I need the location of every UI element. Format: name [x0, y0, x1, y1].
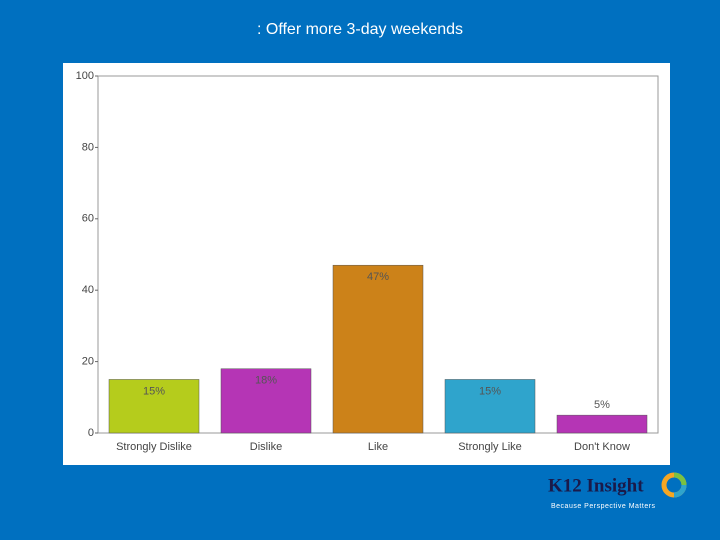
y-tick-label: 20: [82, 356, 94, 368]
bar: [220, 368, 312, 434]
x-tick-label: Like: [368, 441, 388, 453]
y-tick-label: 40: [82, 284, 94, 296]
x-tick-label: Don't Know: [574, 441, 630, 453]
logo-icon-part: [673, 472, 687, 486]
value-label: 15%: [479, 385, 501, 397]
logo-name: K12 Insight: [548, 475, 644, 496]
bar: [332, 264, 424, 434]
logo: K12 Insight Because Perspective Matters: [548, 472, 687, 510]
y-tick-label: 100: [76, 70, 94, 82]
y-tick-label: 0: [88, 427, 94, 439]
value-label: 5%: [594, 399, 610, 411]
y-tick-label: 60: [82, 213, 94, 225]
x-tick-label: Strongly Like: [458, 441, 522, 453]
y-tick-label: 80: [82, 141, 94, 153]
bar: [444, 379, 536, 434]
chart-title: : Offer more 3-day weekends: [257, 21, 463, 38]
logo-icon-part: [673, 484, 687, 498]
value-label: 18%: [255, 375, 277, 387]
x-tick-label: Strongly Dislike: [116, 441, 192, 453]
value-label: 47%: [367, 271, 389, 283]
bar: [108, 379, 200, 434]
x-tick-label: Dislike: [250, 441, 282, 453]
logo-tagline: Because Perspective Matters: [551, 503, 656, 510]
value-label: 15%: [143, 385, 165, 397]
bar: [556, 414, 648, 434]
